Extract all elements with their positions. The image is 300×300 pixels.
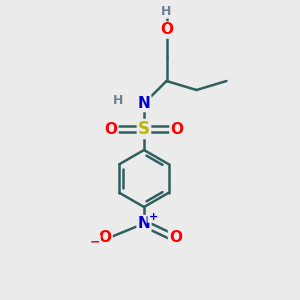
Text: O: O [170,122,184,136]
Text: S: S [138,120,150,138]
Text: N: N [138,96,150,111]
Text: N: N [138,216,150,231]
Text: −: − [89,236,100,249]
Text: O: O [160,22,173,38]
Text: O: O [98,230,112,244]
Text: O: O [104,122,118,136]
Text: H: H [113,94,124,107]
Text: H: H [161,4,172,18]
Text: +: + [148,212,158,222]
Text: O: O [169,230,182,244]
